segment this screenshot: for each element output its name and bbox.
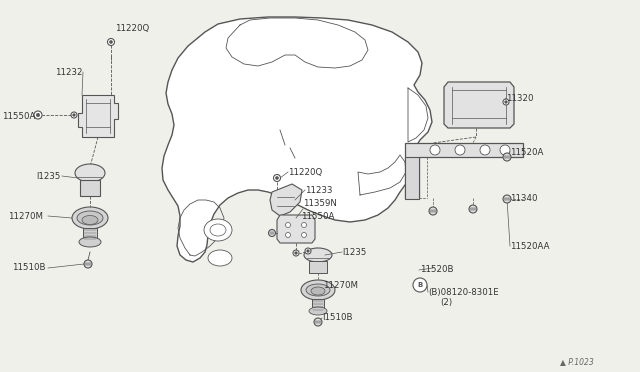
Ellipse shape [306,284,330,296]
Text: 11270M: 11270M [323,280,358,289]
Circle shape [34,111,42,119]
Circle shape [503,99,509,105]
Text: 11550A: 11550A [301,212,334,221]
Text: l1235: l1235 [342,247,366,257]
Circle shape [314,318,322,326]
Text: 11550A: 11550A [2,112,35,121]
Circle shape [273,174,280,182]
FancyBboxPatch shape [309,261,327,273]
Text: ▲ P.1023: ▲ P.1023 [560,357,594,366]
Text: 11510B: 11510B [12,263,45,273]
Ellipse shape [72,207,108,229]
Circle shape [285,232,291,237]
Polygon shape [405,157,419,199]
Circle shape [503,195,511,203]
Circle shape [305,248,311,254]
FancyBboxPatch shape [80,180,100,196]
Circle shape [503,153,511,161]
Circle shape [505,101,508,103]
FancyBboxPatch shape [312,299,324,311]
Ellipse shape [77,211,103,225]
Text: (B)08120-8301E: (B)08120-8301E [428,288,499,296]
Circle shape [36,113,40,117]
Ellipse shape [82,215,98,224]
Circle shape [301,232,307,237]
Polygon shape [277,215,315,243]
Ellipse shape [75,164,105,182]
Polygon shape [162,17,432,262]
Circle shape [469,205,477,213]
FancyBboxPatch shape [83,228,97,242]
Polygon shape [444,82,514,128]
Ellipse shape [79,237,101,247]
Circle shape [269,230,275,237]
Text: 11520AA: 11520AA [510,241,550,250]
Circle shape [84,260,92,268]
Ellipse shape [304,248,332,262]
Circle shape [293,250,299,256]
Circle shape [307,250,309,252]
Text: 11520B: 11520B [420,266,454,275]
Text: 11220Q: 11220Q [288,167,323,176]
Circle shape [275,176,278,180]
Text: 11320: 11320 [506,93,534,103]
Circle shape [429,207,437,215]
Circle shape [413,278,427,292]
Circle shape [109,41,113,44]
Ellipse shape [301,280,335,300]
Polygon shape [270,184,302,216]
Text: I1510B: I1510B [322,314,353,323]
Circle shape [480,145,490,155]
Text: 11520A: 11520A [510,148,543,157]
Ellipse shape [309,307,327,315]
Text: B: B [417,282,422,288]
Ellipse shape [311,287,325,295]
Text: 11232: 11232 [55,67,83,77]
Text: 11359N: 11359N [303,199,337,208]
Ellipse shape [210,224,226,236]
Text: 11340: 11340 [510,193,538,202]
Circle shape [500,145,510,155]
Circle shape [455,145,465,155]
Text: 11270M: 11270M [8,212,43,221]
Circle shape [73,114,76,116]
Polygon shape [405,143,523,198]
Ellipse shape [208,250,232,266]
Text: (2): (2) [440,298,452,308]
Circle shape [285,222,291,228]
Text: 11233: 11233 [305,186,333,195]
Ellipse shape [204,219,232,241]
Circle shape [301,222,307,228]
Circle shape [108,38,115,45]
Polygon shape [78,95,118,137]
Circle shape [430,145,440,155]
Text: 11220Q: 11220Q [115,23,149,32]
Circle shape [294,251,298,254]
Circle shape [71,112,77,118]
Text: l1235: l1235 [36,171,60,180]
